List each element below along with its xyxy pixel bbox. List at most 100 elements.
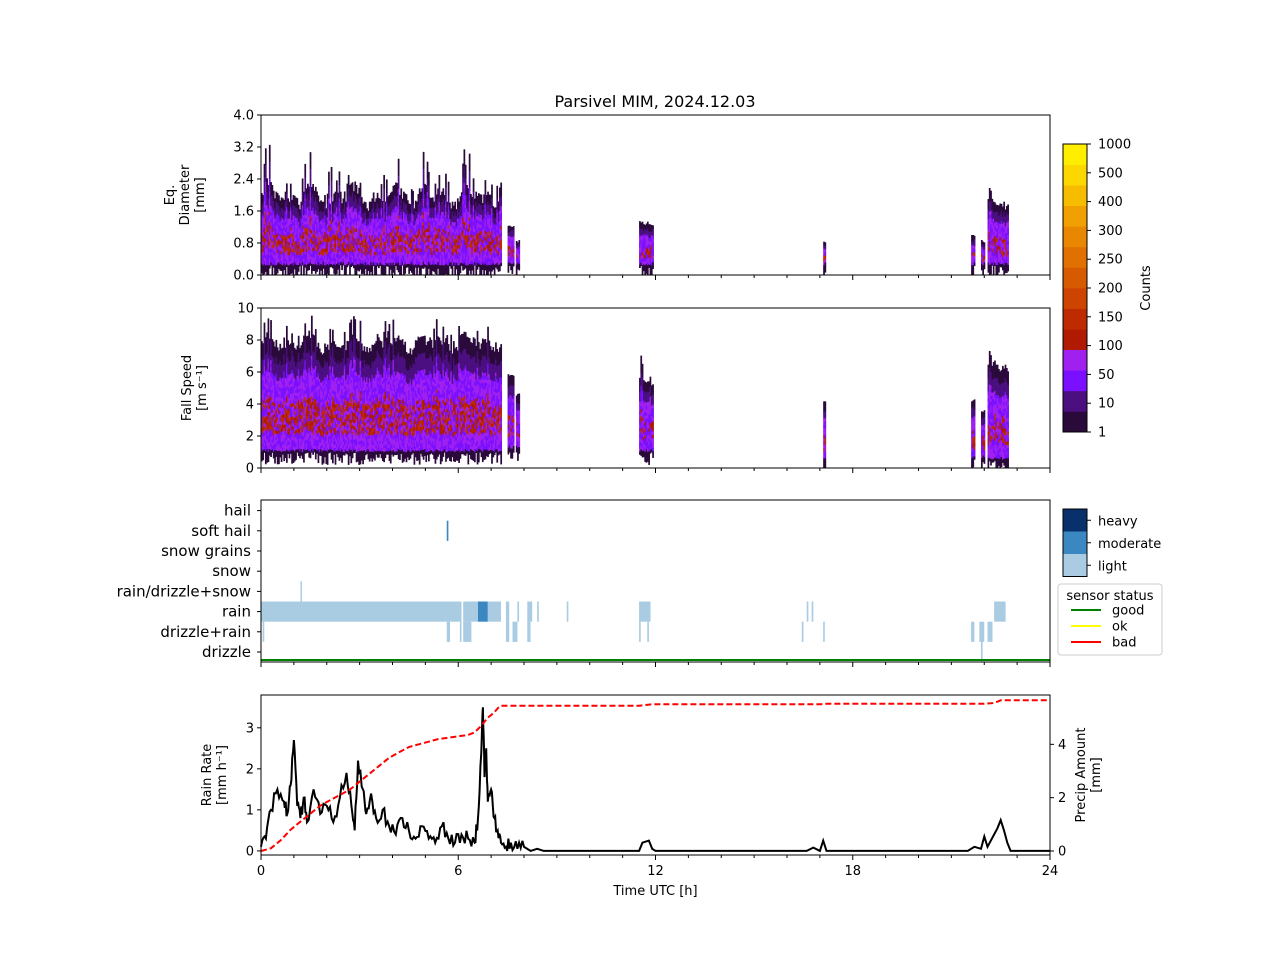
- heatmap-cell: [349, 261, 351, 266]
- heatmap-cell: [990, 267, 992, 271]
- heatmap-cell: [317, 205, 320, 210]
- heatmap-cell: [412, 197, 414, 202]
- heatmap-cell: [512, 226, 515, 230]
- heatmap-cell: [397, 168, 400, 173]
- heatmap-cell: [314, 263, 317, 268]
- heatmap-cell: [347, 181, 350, 186]
- heatmap-cell: [333, 223, 336, 228]
- heatmap-cell: [339, 228, 342, 233]
- heatmap-cell: [305, 211, 308, 216]
- heatmap-cell: [305, 221, 308, 226]
- heatmap-cell: [293, 249, 296, 253]
- heatmap-cell: [341, 266, 343, 271]
- heatmap-cell: [347, 261, 350, 266]
- heatmap-cell: [267, 188, 270, 192]
- heatmap-cell: [351, 182, 354, 186]
- heatmap-cell: [307, 237, 309, 241]
- heatmap-cell: [824, 255, 827, 260]
- heatmap-cell: [322, 258, 325, 263]
- heatmap-cell: [334, 271, 337, 276]
- heatmap-cell: [313, 224, 316, 228]
- heatmap-cell: [275, 228, 278, 232]
- heatmap-cell: [310, 210, 313, 214]
- heatmap-cell: [646, 268, 649, 272]
- heatmap-cell: [343, 258, 346, 262]
- heatmap-cell: [264, 261, 267, 266]
- heatmap-cell: [341, 243, 343, 247]
- heatmap-cell: [282, 258, 284, 262]
- heatmap-cell: [296, 208, 299, 212]
- heatmap-cell: [313, 237, 316, 242]
- heatmap-cell: [276, 219, 279, 224]
- heatmap-cell: [318, 248, 321, 252]
- heatmap-cell: [268, 221, 271, 226]
- heatmap-cell: [264, 198, 267, 202]
- heatmap-cell: [295, 267, 297, 272]
- heatmap-cell: [314, 193, 317, 198]
- heatmap-cell: [338, 208, 341, 212]
- heatmap-cell: [349, 195, 351, 199]
- heatmap-cell: [287, 218, 290, 222]
- heatmap-cell: [274, 208, 276, 212]
- heatmap-cell: [261, 243, 263, 247]
- heatmap-cell: [343, 248, 346, 252]
- heatmap-cell: [335, 253, 338, 258]
- heatmap-cell: [406, 200, 409, 204]
- heatmap-cell: [339, 201, 342, 206]
- heatmap-cell: [385, 179, 388, 184]
- heatmap-cell: [276, 229, 279, 234]
- heatmap-cell: [284, 208, 287, 212]
- heatmap-cell: [271, 248, 274, 252]
- heatmap-cell: [266, 225, 268, 229]
- heatmap-cell: [332, 201, 334, 206]
- heatmap-cell: [325, 231, 328, 236]
- heatmap-cell: [262, 218, 265, 222]
- heatmap-cell: [262, 238, 265, 242]
- heatmap-cell: [343, 201, 346, 206]
- heatmap-cell: [346, 260, 349, 264]
- heatmap-cell: [283, 243, 286, 247]
- heatmap-cell: [480, 197, 483, 202]
- heatmap-cell: [289, 256, 292, 261]
- heatmap-cell: [284, 241, 287, 246]
- heatmap-cell: [314, 233, 317, 238]
- heatmap-cell: [325, 251, 328, 256]
- heatmap-cell: [274, 228, 276, 232]
- heatmap-cell: [276, 239, 279, 244]
- heatmap-cell: [346, 250, 349, 254]
- heatmap-cell: [334, 221, 337, 226]
- heatmap-cell: [276, 216, 279, 221]
- heatmap-cell: [308, 236, 311, 241]
- heatmap-cell: [318, 258, 321, 262]
- heatmap-cell: [291, 233, 293, 237]
- heatmap-cell: [300, 231, 303, 236]
- heatmap-cell: [287, 265, 290, 269]
- heatmap-cell: [291, 213, 293, 217]
- heatmap-cell: [342, 208, 345, 213]
- heatmap-cell: [267, 245, 270, 249]
- heatmap-cell: [337, 226, 339, 230]
- heatmap-cell: [300, 201, 303, 206]
- heatmap-cell: [275, 251, 278, 256]
- heatmap-cell: [304, 167, 307, 171]
- heatmap-cell: [355, 188, 358, 192]
- heatmap-cell: [301, 228, 304, 233]
- heatmap-cell: [303, 241, 305, 246]
- heatmap-cell: [299, 252, 301, 257]
- heatmap-cell: [329, 210, 332, 215]
- heatmap-cell: [301, 225, 304, 229]
- heatmap-cell: [300, 258, 303, 262]
- heatmap-cell: [270, 228, 272, 233]
- heatmap-cell: [431, 197, 434, 202]
- heatmap-cell: [310, 240, 313, 244]
- heatmap-cell: [279, 257, 282, 261]
- heatmap-cell: [284, 228, 287, 232]
- heatmap-cell: [291, 269, 293, 274]
- heatmap-cell: [264, 208, 267, 212]
- heatmap-cell: [291, 259, 293, 264]
- heatmap-cell: [496, 195, 499, 200]
- heatmap-cell: [262, 228, 265, 232]
- heatmap-cell: [303, 255, 305, 259]
- heatmap-cell: [272, 190, 275, 195]
- heatmap-cell: [349, 235, 351, 239]
